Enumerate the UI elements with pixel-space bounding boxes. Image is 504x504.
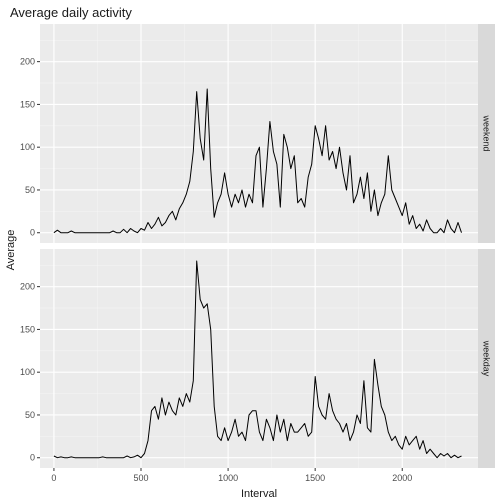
x-axis: 0 500 1000 1500 2000 (51, 468, 412, 483)
panel-weekend: 0 50 100 150 200 weekend (20, 24, 495, 243)
series-line-weekday (53, 260, 462, 459)
chart-title: Average daily activity (10, 5, 132, 20)
y-tick-label: 100 (20, 142, 35, 152)
y-tick-label: 200 (20, 57, 35, 67)
x-axis-label: Interval (241, 488, 277, 500)
x-tick-label: 0 (51, 473, 56, 483)
panel-weekday: 0 50 100 150 200 weekday (20, 249, 495, 468)
facet-strip-label: weekend (482, 114, 492, 151)
x-tick-label: 2000 (392, 473, 412, 483)
y-tick-label: 0 (30, 453, 35, 463)
panel-background (40, 249, 478, 468)
y-tick-label: 150 (20, 99, 35, 109)
series-line-weekend (53, 88, 462, 234)
panels: 0 50 100 150 200 weekend 0 50 100 150 200 weekday 0 5… (20, 24, 495, 483)
facet-strip (478, 24, 495, 243)
x-tick-label: 1500 (305, 473, 325, 483)
panel-background (40, 24, 478, 243)
y-tick-label: 150 (20, 324, 35, 334)
x-tick-label: 1000 (218, 473, 238, 483)
y-tick-label: 200 (20, 282, 35, 292)
x-tick-label: 500 (133, 473, 148, 483)
y-tick-label: 50 (25, 410, 35, 420)
y-tick-label: 100 (20, 367, 35, 377)
y-tick-label: 50 (25, 185, 35, 195)
y-axis-label: Average (5, 230, 17, 271)
facet-strip-label: weekday (482, 340, 492, 377)
facet-strip (478, 249, 495, 468)
y-tick-label: 0 (30, 228, 35, 238)
